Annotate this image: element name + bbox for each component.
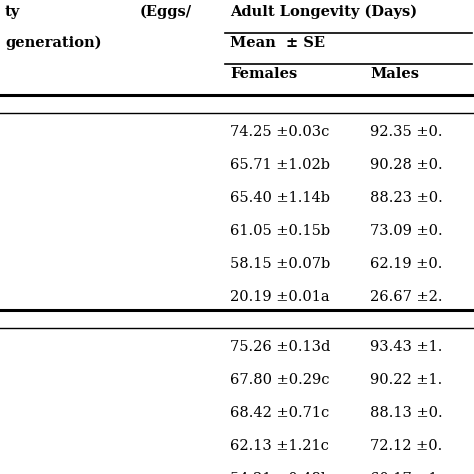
Text: 92.35 ±0.: 92.35 ±0. — [370, 125, 443, 139]
Text: 26.67 ±2.: 26.67 ±2. — [370, 290, 443, 304]
Text: 67.80 ±0.29c: 67.80 ±0.29c — [230, 373, 329, 387]
Text: 72.12 ±0.: 72.12 ±0. — [370, 439, 442, 453]
Text: 88.23 ±0.: 88.23 ±0. — [370, 191, 443, 205]
Text: 54.21 ±0.48b: 54.21 ±0.48b — [230, 472, 330, 474]
Text: 60.17 ±1.: 60.17 ±1. — [370, 472, 442, 474]
Text: 62.13 ±1.21c: 62.13 ±1.21c — [230, 439, 329, 453]
Text: 93.43 ±1.: 93.43 ±1. — [370, 340, 442, 354]
Text: Females: Females — [230, 67, 297, 81]
Text: Mean  ± SE: Mean ± SE — [230, 36, 325, 50]
Text: 74.25 ±0.03c: 74.25 ±0.03c — [230, 125, 329, 139]
Text: Males: Males — [370, 67, 419, 81]
Text: 62.19 ±0.: 62.19 ±0. — [370, 257, 442, 271]
Text: 75.26 ±0.13d: 75.26 ±0.13d — [230, 340, 330, 354]
Text: 65.71 ±1.02b: 65.71 ±1.02b — [230, 158, 330, 172]
Text: Adult Longevity (Days): Adult Longevity (Days) — [230, 5, 417, 19]
Text: 20.19 ±0.01a: 20.19 ±0.01a — [230, 290, 329, 304]
Text: ty: ty — [5, 5, 20, 19]
Text: 90.28 ±0.: 90.28 ±0. — [370, 158, 443, 172]
Text: 88.13 ±0.: 88.13 ±0. — [370, 406, 443, 420]
Text: (Eggs/: (Eggs/ — [140, 5, 192, 19]
Text: 90.22 ±1.: 90.22 ±1. — [370, 373, 442, 387]
Text: 73.09 ±0.: 73.09 ±0. — [370, 224, 443, 238]
Text: 58.15 ±0.07b: 58.15 ±0.07b — [230, 257, 330, 271]
Text: generation): generation) — [5, 36, 101, 50]
Text: 68.42 ±0.71c: 68.42 ±0.71c — [230, 406, 329, 420]
Text: 61.05 ±0.15b: 61.05 ±0.15b — [230, 224, 330, 238]
Text: 65.40 ±1.14b: 65.40 ±1.14b — [230, 191, 330, 205]
